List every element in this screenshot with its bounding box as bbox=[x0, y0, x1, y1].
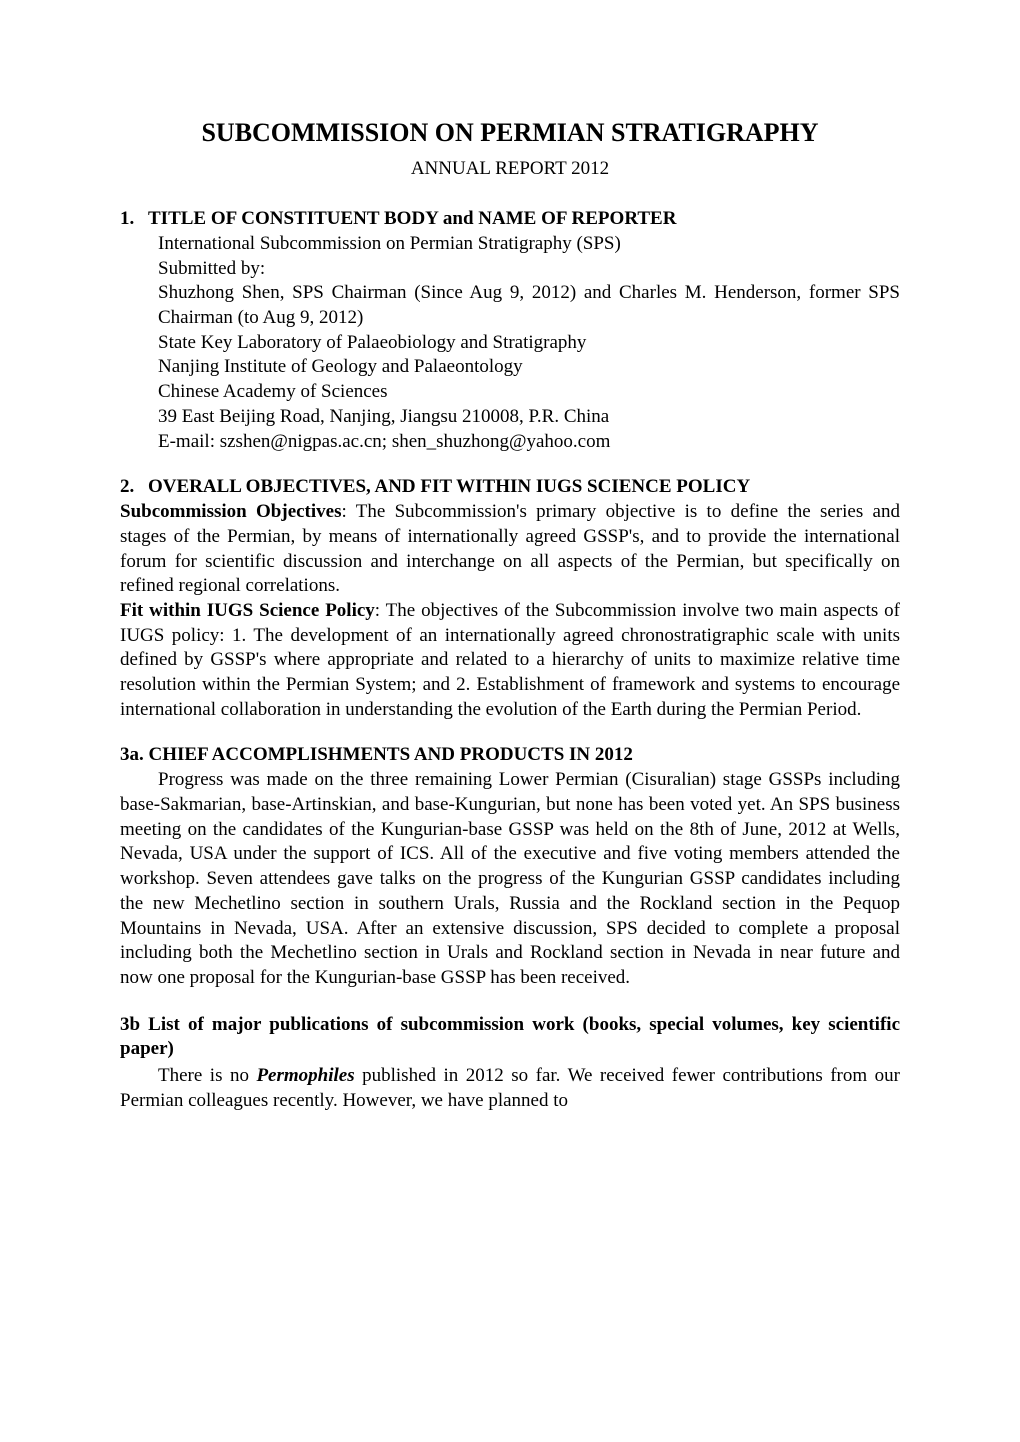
section-1-body: International Subcommission on Permian S… bbox=[120, 232, 900, 454]
objectives-label: Subcommission Objectives bbox=[120, 501, 342, 522]
section-1: 1.TITLE OF CONSTITUENT BODY and NAME OF … bbox=[120, 208, 900, 454]
section-1-line-8: E-mail: szshen@nigpas.ac.cn; shen_shuzho… bbox=[158, 430, 900, 455]
section-3a-text: Progress was made on the three remaining… bbox=[120, 768, 900, 990]
section-2: 2.OVERALL OBJECTIVES, AND FIT WITHIN IUG… bbox=[120, 476, 900, 722]
section-1-line-1: International Subcommission on Permian S… bbox=[158, 232, 900, 257]
section-2-heading: 2.OVERALL OBJECTIVES, AND FIT WITHIN IUG… bbox=[120, 476, 900, 498]
section-1-number: 1. bbox=[120, 208, 148, 230]
section-1-line-7: 39 East Beijing Road, Nanjing, Jiangsu 2… bbox=[158, 405, 900, 430]
section-3a: 3a. CHIEF ACCOMPLISHMENTS AND PRODUCTS I… bbox=[120, 744, 900, 990]
section-3a-heading: 3a. CHIEF ACCOMPLISHMENTS AND PRODUCTS I… bbox=[120, 744, 900, 766]
document-subtitle: ANNUAL REPORT 2012 bbox=[120, 158, 900, 180]
section-2-number: 2. bbox=[120, 476, 148, 498]
section-3b-text-before: There is no bbox=[158, 1065, 256, 1086]
section-1-heading-text: TITLE OF CONSTITUENT BODY and NAME OF RE… bbox=[148, 208, 676, 229]
document-title: SUBCOMMISSION ON PERMIAN STRATIGRAPHY bbox=[120, 118, 900, 148]
section-1-line-6: Chinese Academy of Sciences bbox=[158, 380, 900, 405]
section-3b-text: There is no Permophiles published in 201… bbox=[120, 1064, 900, 1113]
section-1-line-3: Shuzhong Shen, SPS Chairman (Since Aug 9… bbox=[158, 281, 900, 330]
permophiles-term: Permophiles bbox=[256, 1065, 354, 1086]
section-1-heading: 1.TITLE OF CONSTITUENT BODY and NAME OF … bbox=[120, 208, 900, 230]
section-3b-heading: 3b List of major publications of subcomm… bbox=[120, 1013, 900, 1062]
section-1-line-2: Submitted by: bbox=[158, 257, 900, 282]
section-2-fit-para: Fit within IUGS Science Policy: The obje… bbox=[120, 599, 900, 722]
section-3b: 3b List of major publications of subcomm… bbox=[120, 1013, 900, 1114]
section-1-line-5: Nanjing Institute of Geology and Palaeon… bbox=[158, 355, 900, 380]
section-1-line-4: State Key Laboratory of Palaeobiology an… bbox=[158, 331, 900, 356]
section-2-heading-text: OVERALL OBJECTIVES, AND FIT WITHIN IUGS … bbox=[148, 476, 750, 497]
fit-label: Fit within IUGS Science Policy bbox=[120, 600, 375, 621]
section-2-objectives-para: Subcommission Objectives: The Subcommiss… bbox=[120, 500, 900, 599]
